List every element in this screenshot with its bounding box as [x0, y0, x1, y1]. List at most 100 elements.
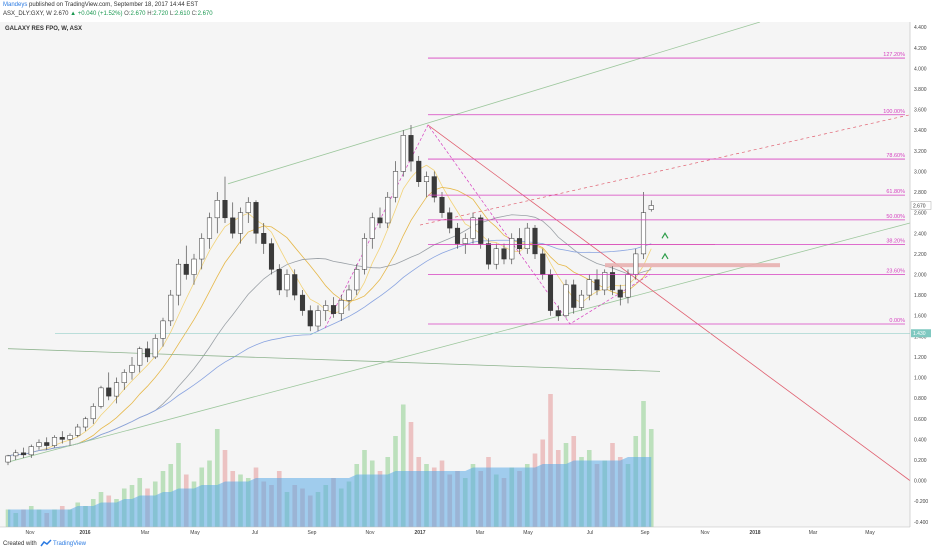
- author-link[interactable]: Mandeys: [3, 2, 28, 8]
- price-tick-label: 1.600: [914, 314, 927, 320]
- candle-body: [299, 294, 306, 311]
- time-tick-label: Mar: [476, 530, 485, 536]
- time-tick-label: Sep: [308, 530, 317, 536]
- candle-body: [555, 310, 561, 316]
- price-tick-label: 0.000: [914, 479, 927, 485]
- candle-body: [315, 310, 321, 327]
- candle-body: [354, 269, 360, 291]
- downtrend-line: [427, 124, 911, 481]
- price-tick-label: 0.200: [914, 458, 927, 464]
- volume-bar: [176, 443, 181, 527]
- fib-level-label: 23.60%: [886, 269, 905, 275]
- candle-body: [470, 217, 476, 239]
- candle-body: [67, 435, 73, 440]
- up-arrow-icon: [661, 252, 669, 260]
- low-value: 2.610: [174, 11, 190, 17]
- price-tick-label: 3.000: [914, 169, 927, 175]
- channel-upper-line: [227, 22, 761, 185]
- candle-body: [199, 238, 205, 260]
- candle-body: [160, 320, 166, 339]
- candle-body: [462, 238, 468, 244]
- candle-body: [237, 212, 244, 234]
- candle-body: [369, 217, 375, 239]
- tradingview-logo-icon: [40, 539, 52, 550]
- candle-body: [183, 263, 189, 275]
- time-tick-label: 2017: [414, 530, 425, 536]
- candle-body: [5, 455, 11, 463]
- time-tick-label: Nov: [366, 530, 375, 536]
- candle-body: [191, 258, 197, 275]
- price-tick-label: 2.200: [914, 252, 927, 258]
- candle-body: [361, 238, 368, 270]
- candle-body: [253, 202, 259, 234]
- price-tick-label: 4.400: [914, 25, 927, 31]
- price-tick-label: 1.200: [914, 355, 927, 361]
- price-tick-label: 3.800: [914, 87, 927, 93]
- price-tick-label: 1.800: [914, 293, 927, 299]
- ma-short-line: [7, 164, 652, 457]
- candle-body: [338, 300, 344, 314]
- fib-level-label: 100.00%: [883, 109, 905, 115]
- last-price-marker-label: 2.670: [913, 203, 926, 209]
- price-tick-label: 2.600: [914, 211, 927, 217]
- price-tick-label: 3.400: [914, 128, 927, 134]
- fib-level-label: 50.00%: [886, 214, 905, 220]
- candle-body: [617, 289, 623, 298]
- chart-title: GALAXY RES FPO, W, ASX: [5, 26, 82, 32]
- price-tick-label: 0.600: [914, 417, 927, 423]
- volume-ma-area: [8, 457, 652, 527]
- candle-body: [602, 272, 608, 291]
- candle-body: [501, 248, 507, 260]
- high-label: H:: [147, 11, 154, 17]
- symbol-text: ASX_DLY:GXY, W: [3, 11, 52, 17]
- candle-body: [633, 253, 639, 275]
- ma-longer-line: [7, 239, 652, 457]
- price-tick-label: -0.400: [914, 520, 928, 526]
- candle-body: [129, 364, 135, 373]
- fib-level-label: 0.00%: [889, 318, 905, 324]
- candle-body: [594, 279, 600, 291]
- tradingview-brand[interactable]: TradingView: [53, 541, 87, 547]
- candle-body: [524, 227, 530, 249]
- candle-body: [392, 171, 399, 198]
- resistance-zone: [605, 263, 780, 268]
- candle-body: [214, 200, 220, 219]
- candle-body: [307, 310, 313, 327]
- channel-lower-line: [7, 222, 911, 463]
- time-tick-label: May: [190, 530, 200, 536]
- candle-body: [152, 338, 158, 358]
- close-value: 2.670: [197, 11, 213, 17]
- price-chart[interactable]: GALAXY RES FPO, W, ASX 0.00% 23.60% 38.20%…: [0, 22, 932, 538]
- candle-body: [648, 205, 654, 210]
- price-tick-label: 4.200: [914, 46, 927, 52]
- ma-200-line: [7, 348, 661, 372]
- time-tick-label: Jul: [587, 530, 593, 536]
- last-price: 2.670: [53, 11, 69, 17]
- candle-body: [292, 274, 298, 296]
- time-tick-label: Nov: [701, 530, 710, 536]
- candle-body: [408, 135, 414, 162]
- time-tick-label: Jul: [252, 530, 258, 536]
- candle-body: [144, 348, 151, 358]
- fib-level-label: 61.80%: [886, 189, 905, 195]
- price-tick-label: 4.000: [914, 66, 927, 72]
- candle-body: [121, 372, 127, 383]
- published-text: published on TradingView.com, September …: [29, 2, 199, 8]
- fib-level-label: 127.20%: [883, 52, 905, 58]
- candle-body: [586, 279, 592, 296]
- candle-body: [245, 202, 251, 213]
- candle-body: [625, 274, 631, 298]
- open-value: 2.670: [130, 11, 146, 17]
- candle-body: [431, 176, 437, 198]
- candle-body: [98, 387, 104, 407]
- open-label: O:: [124, 11, 131, 17]
- candle-body: [516, 238, 523, 249]
- candle-body: [137, 348, 143, 366]
- time-tick-label: Sep: [641, 530, 650, 536]
- candle-body: [532, 227, 538, 255]
- candle-body: [230, 217, 236, 234]
- candle-body: [175, 263, 182, 296]
- volume-bar: [400, 404, 406, 527]
- candle-body: [261, 233, 267, 244]
- candle-body: [168, 294, 174, 322]
